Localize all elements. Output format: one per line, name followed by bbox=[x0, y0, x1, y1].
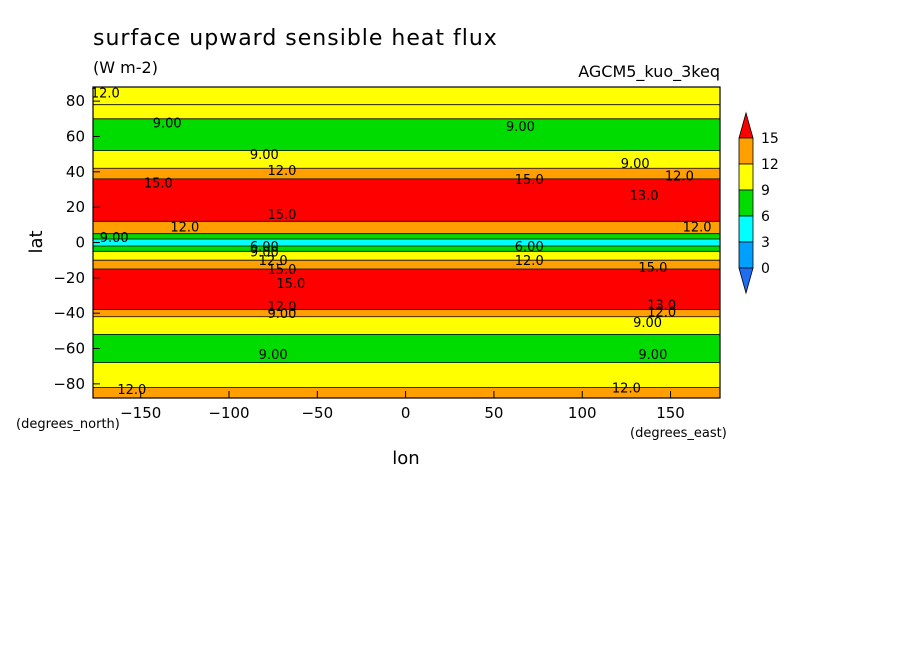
contour-label-21: 15.0 bbox=[276, 277, 305, 292]
colorbar-tick-label-2: 9 bbox=[761, 183, 770, 199]
contour-label-27: 9.00 bbox=[259, 348, 288, 363]
contour-label-0: 12.0 bbox=[91, 86, 120, 101]
colorbar-extension-low bbox=[738, 267, 754, 295]
contour-label-4: 12.0 bbox=[268, 164, 297, 179]
contour-band-13 bbox=[93, 309, 720, 318]
contour-label-14: 6.00 bbox=[250, 240, 279, 255]
colorbar-swatch-3_6 bbox=[738, 215, 754, 243]
contour-band-5 bbox=[93, 178, 720, 222]
contour-label-6: 12.0 bbox=[665, 169, 694, 184]
contour-label-10: 15.0 bbox=[268, 208, 297, 223]
contour-band-9 bbox=[93, 246, 720, 252]
contour-band-2 bbox=[93, 118, 720, 152]
contour-label-13: 9.00 bbox=[100, 231, 129, 246]
x-axis-label: lon bbox=[392, 448, 419, 469]
contour-label-2: 9.00 bbox=[506, 120, 535, 135]
contour-band-12 bbox=[93, 269, 720, 311]
contour-label-24: 12.0 bbox=[647, 305, 676, 320]
contour-band-10 bbox=[93, 251, 720, 261]
chart-subtitle: (W m-2) bbox=[93, 58, 158, 77]
contour-band-8 bbox=[93, 238, 720, 247]
x-tick-label-5: 100 bbox=[568, 404, 597, 422]
y-axis-label: lat bbox=[26, 230, 47, 253]
contour-label-28: 9.00 bbox=[638, 348, 667, 363]
contour-band-14 bbox=[93, 316, 720, 335]
x-unit-label: (degrees_east) bbox=[630, 426, 727, 441]
contour-label-26: 9.00 bbox=[633, 316, 662, 331]
y-axis-ticks: −80 −60 −40 −20 0 20 40 60 80 bbox=[53, 92, 100, 393]
y-unit-label: (degrees_north) bbox=[16, 417, 120, 432]
contour-label-30: 12.0 bbox=[612, 381, 641, 396]
contour-label-9: 13.0 bbox=[630, 189, 659, 204]
contour-band-15 bbox=[93, 334, 720, 364]
filled-contour-bands bbox=[93, 87, 720, 398]
contour-label-25: 9.00 bbox=[268, 307, 297, 322]
run-label: AGCM5_kuo_3keq bbox=[578, 62, 720, 82]
contour-band-11 bbox=[93, 260, 720, 270]
x-tick-label-6: 150 bbox=[656, 404, 685, 422]
y-tick-label-0: −80 bbox=[53, 375, 85, 393]
y-tick-label-1: −60 bbox=[53, 340, 85, 358]
x-tick-label-4: 50 bbox=[484, 404, 503, 422]
x-tick-label-3: 0 bbox=[401, 404, 411, 422]
colorbar-swatch-9_12 bbox=[738, 163, 754, 191]
contour-label-7: 15.0 bbox=[144, 176, 173, 191]
chart-title: surface upward sensible heat flux bbox=[93, 26, 498, 51]
contour-label-19: 15.0 bbox=[268, 263, 297, 278]
y-tick-label-2: −40 bbox=[53, 304, 85, 322]
colorbar-swatch-6_9 bbox=[738, 189, 754, 217]
contour-band-16 bbox=[93, 362, 720, 388]
contour-band-7 bbox=[93, 233, 720, 240]
x-tick-label-0: −150 bbox=[120, 404, 161, 422]
contour-label-29: 12.0 bbox=[117, 383, 146, 398]
y-tick-label-4: 0 bbox=[75, 234, 85, 252]
x-axis-ticks: −150 −100 −50 0 50 100 150 bbox=[120, 391, 685, 422]
contour-label-8: 15.0 bbox=[515, 173, 544, 188]
contour-label-23: 13.0 bbox=[647, 298, 676, 313]
contour-label-12: 12.0 bbox=[683, 221, 712, 236]
colorbar-tick-label-0: 15 bbox=[761, 131, 779, 147]
colorbar-tick-label-5: 0 bbox=[761, 261, 770, 277]
contour-label-20: 15.0 bbox=[638, 261, 667, 276]
contour-label-18: 12.0 bbox=[515, 254, 544, 269]
contour-label-17: 12.0 bbox=[259, 254, 288, 269]
colorbar bbox=[738, 111, 754, 295]
contour-label-11: 12.0 bbox=[170, 221, 199, 236]
contour-label-22: 12.0 bbox=[268, 300, 297, 315]
contour-band-4 bbox=[93, 168, 720, 180]
y-tick-label-7: 60 bbox=[66, 127, 85, 145]
colorbar-tick-label-1: 12 bbox=[761, 157, 779, 173]
contour-band-1 bbox=[93, 104, 720, 120]
contour-band-6 bbox=[93, 221, 720, 235]
colorbar-extension-high bbox=[738, 111, 754, 139]
y-tick-label-6: 40 bbox=[66, 163, 85, 181]
colorbar-tick-label-3: 6 bbox=[761, 209, 770, 225]
colorbar-tick-label-4: 3 bbox=[761, 235, 770, 251]
y-tick-label-5: 20 bbox=[66, 198, 85, 216]
contour-lines bbox=[93, 104, 720, 388]
colorbar-swatch-12_15 bbox=[738, 137, 754, 165]
contour-label-1: 9.00 bbox=[153, 116, 182, 131]
colorbar-ticks: 15 12 9 6 3 0 bbox=[761, 131, 779, 277]
y-tick-label-3: −20 bbox=[53, 269, 85, 287]
x-tick-label-1: −100 bbox=[208, 404, 249, 422]
contour-band-17 bbox=[93, 387, 720, 398]
contour-label-16: 9.00 bbox=[250, 245, 279, 260]
contour-band-3 bbox=[93, 150, 720, 169]
contour-label-15: 6.00 bbox=[515, 240, 544, 255]
colorbar-swatch-0_3 bbox=[738, 241, 754, 269]
contour-label-3: 9.00 bbox=[250, 148, 279, 163]
contour-band-0 bbox=[93, 87, 720, 106]
contour-label-5: 9.00 bbox=[621, 157, 650, 172]
y-tick-label-8: 80 bbox=[66, 92, 85, 110]
x-tick-label-2: −50 bbox=[301, 404, 333, 422]
